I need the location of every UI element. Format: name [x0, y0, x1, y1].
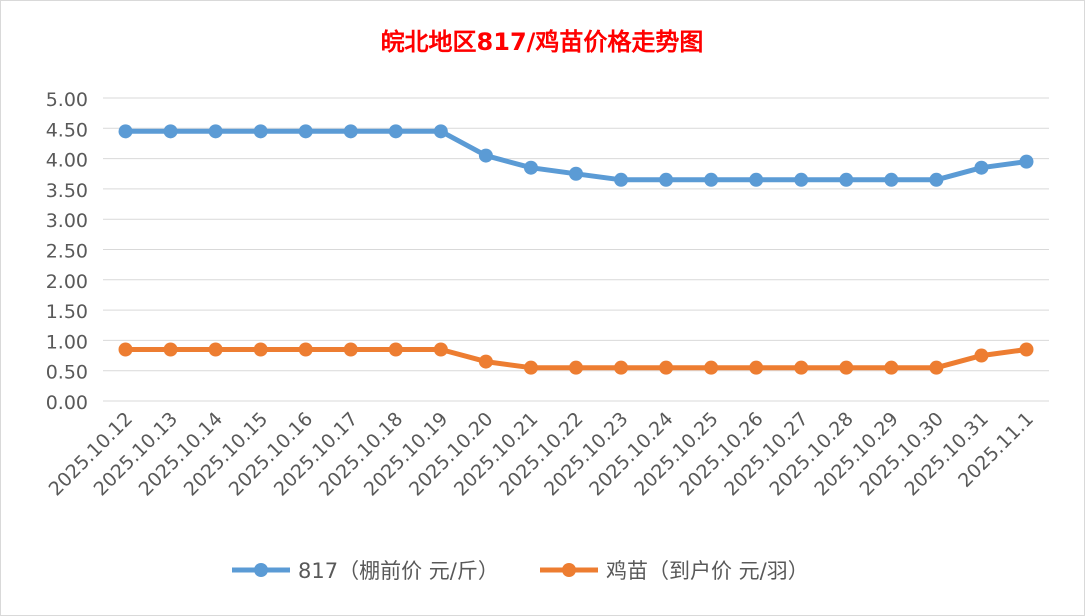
data-point	[929, 172, 944, 187]
data-point	[433, 124, 448, 139]
data-point	[794, 360, 809, 375]
legend-marker-1	[562, 563, 576, 577]
data-point	[659, 360, 674, 375]
data-point	[1019, 342, 1034, 357]
data-point	[749, 172, 764, 187]
data-point	[929, 360, 944, 375]
y-tick-label: 4.00	[46, 150, 88, 172]
y-tick-label: 2.50	[46, 241, 88, 263]
legend-marker-0	[254, 563, 268, 577]
data-point	[388, 342, 403, 357]
x-axis-tick-labels: 2025.10.122025.10.132025.10.142025.10.15…	[45, 408, 1038, 500]
y-tick-label: 3.00	[46, 210, 88, 232]
data-point	[884, 360, 899, 375]
data-point	[478, 148, 493, 163]
y-tick-label: 3.50	[46, 180, 88, 202]
data-point	[478, 354, 493, 369]
data-point	[388, 124, 403, 139]
data-point	[884, 172, 899, 187]
data-point	[794, 172, 809, 187]
data-point	[974, 160, 989, 175]
y-tick-label: 1.00	[46, 331, 88, 353]
gridlines	[103, 97, 1049, 402]
data-point	[253, 342, 268, 357]
series-points	[118, 124, 1034, 375]
data-point	[704, 172, 719, 187]
data-point	[659, 172, 674, 187]
legend-label-1: 鸡苗（到户价 元/羽）	[606, 559, 809, 583]
y-axis-tick-labels: 0.00 0.50 1.00 1.50 2.00 2.50 3.00 3.50 4.00 4.50…	[46, 89, 88, 414]
data-point	[749, 360, 764, 375]
y-tick-label: 4.50	[46, 119, 88, 141]
data-point	[614, 360, 629, 375]
data-point	[1019, 154, 1034, 169]
data-point	[343, 342, 358, 357]
y-tick-label: 5.00	[46, 89, 88, 111]
y-tick-label: 0.00	[46, 392, 88, 414]
data-point	[569, 166, 583, 181]
data-point	[839, 172, 854, 187]
data-point	[298, 342, 313, 357]
data-point	[163, 124, 178, 139]
legend-label-0: 817（棚前价 元/斤）	[298, 559, 499, 583]
data-point	[523, 160, 538, 175]
data-point	[208, 342, 223, 357]
data-point	[839, 360, 854, 375]
y-tick-label: 2.00	[46, 271, 88, 293]
data-point	[163, 342, 178, 357]
chart-title: 皖北地区817/鸡苗价格走势图	[381, 28, 704, 56]
legend: 817（棚前价 元/斤） 鸡苗（到户价 元/羽）	[232, 559, 809, 583]
data-point	[569, 360, 583, 375]
data-point	[208, 124, 223, 139]
data-point	[343, 124, 358, 139]
data-point	[118, 342, 133, 357]
data-point	[298, 124, 313, 139]
y-tick-label: 0.50	[46, 362, 88, 384]
data-point	[704, 360, 719, 375]
data-point	[974, 348, 989, 363]
data-point	[118, 124, 133, 139]
data-point	[253, 124, 268, 139]
data-point	[433, 342, 448, 357]
data-point	[523, 360, 538, 375]
data-point	[614, 172, 629, 187]
y-tick-label: 1.50	[46, 301, 88, 323]
